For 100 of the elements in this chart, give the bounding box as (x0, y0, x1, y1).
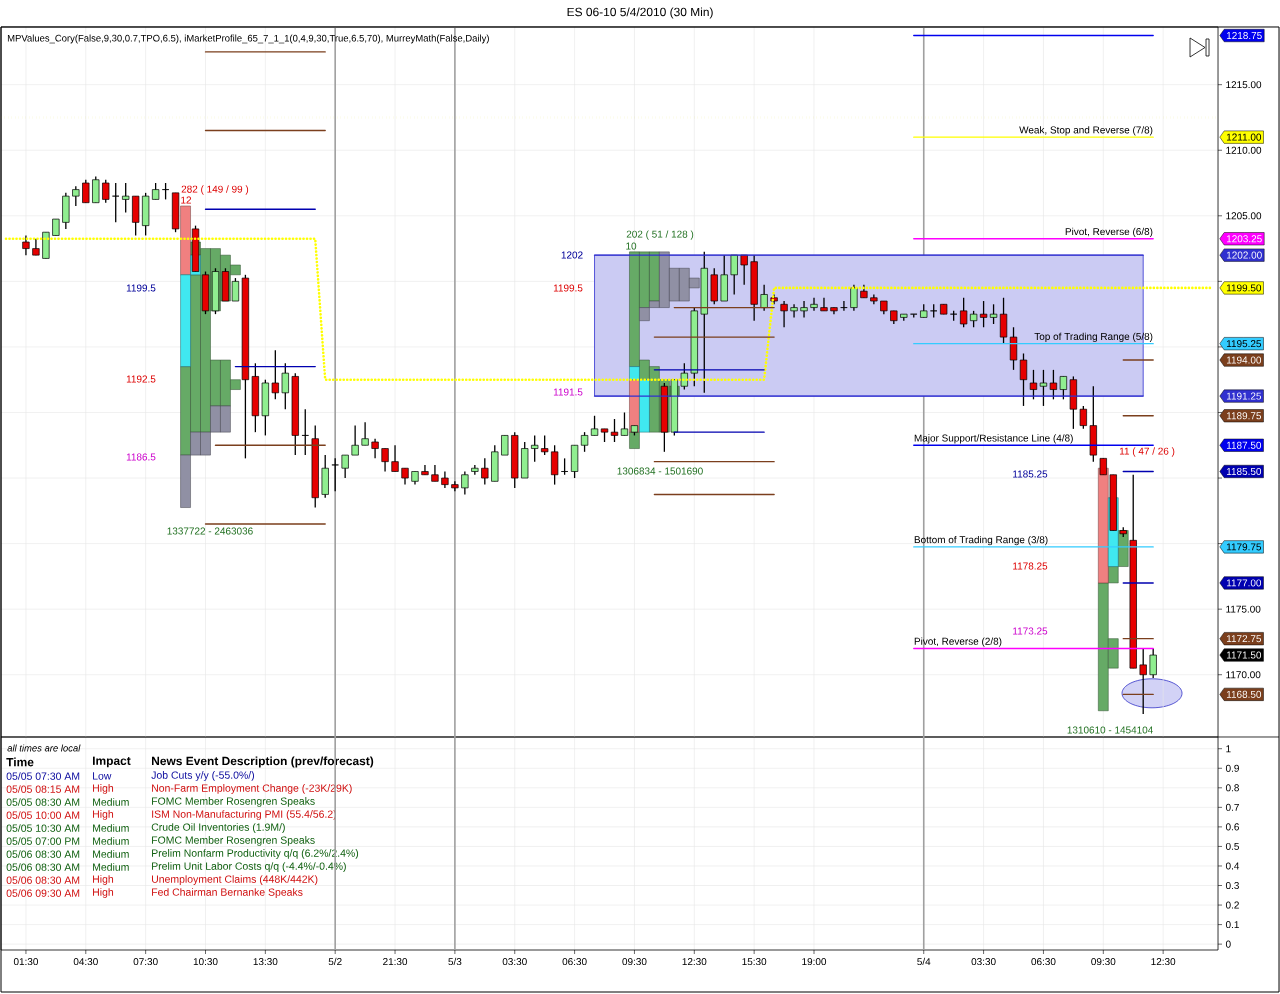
annotation: 10 (626, 242, 637, 250)
x-tick-label: 5/4 (917, 957, 931, 966)
x-tick-label: 5/3 (448, 957, 462, 966)
annotation: ISM Non-Manufacturing PMI (55.4/56.2) (152, 810, 336, 820)
candlestick (541, 434, 549, 456)
candlestick (361, 421, 369, 446)
annotation: Non-Farm Employment Change (-23K/29K) (152, 784, 352, 794)
annotation: 1178.25 (1013, 562, 1048, 570)
x-tick-label: 06:30 (1031, 958, 1056, 966)
x-tick-label: 12:30 (1151, 958, 1176, 966)
series-label: Weak, Stop and Reverse (7/8) (1019, 126, 1153, 136)
candlestick (331, 457, 339, 492)
candlestick (999, 297, 1008, 345)
y-tick-label: 1215.00 (1226, 81, 1262, 89)
x-tick-label: 09:30 (622, 958, 647, 966)
annotation: Medium (93, 863, 129, 871)
annotation: Fed Chairman Bernanke Speaks (152, 888, 303, 898)
annotation: 05/06 08:30 AM (6, 863, 80, 871)
y-tick-label: 1185.50 (1226, 467, 1262, 476)
annotation: all times are local (7, 744, 81, 752)
annotation: FOMC Member Rosengren Speaks (152, 797, 315, 807)
y-tick-label: 1191.25 (1226, 392, 1262, 400)
candlestick (1019, 352, 1028, 407)
annotation: 05/06 09:30 AM (6, 889, 80, 897)
candlestick (371, 438, 379, 460)
annotation: 11 ( 47 / 26 ) (1119, 447, 1175, 457)
y-tick-label: 1195.25 (1226, 340, 1262, 348)
annotation: Medium (93, 850, 129, 858)
candlestick (800, 300, 808, 319)
x-tick-label: 13:30 (253, 958, 278, 966)
annotation: 05/05 10:00 AM (6, 811, 80, 819)
candlestick (1029, 369, 1038, 401)
candlestick (850, 283, 858, 312)
annotation: FOMC Member Rosengren Speaks (152, 836, 315, 846)
candlestick (122, 182, 130, 214)
x-tick-label: 03:30 (971, 958, 996, 966)
y-tick-label: 1 (1226, 745, 1231, 753)
candlestick (740, 254, 748, 286)
y-tick-label: 1175.00 (1226, 605, 1261, 613)
bar (1098, 467, 1109, 584)
x-tick-label: 04:30 (73, 958, 98, 966)
annotation: 1173.25 (1013, 627, 1048, 635)
series-label: Top of Trading Range (5/8) (1034, 332, 1153, 342)
annotation: 12 (181, 196, 192, 204)
candlestick (112, 182, 120, 224)
series-label: Pivot, Reverse (6/8) (1065, 227, 1153, 238)
annotation: 05/05 07:00 PM (6, 837, 80, 845)
annotation: Medium (93, 824, 129, 832)
y-tick-label: 1202.00 (1226, 251, 1262, 259)
annotation: Medium (93, 837, 129, 845)
annotation: Unemployment Claims (448K/442K) (152, 875, 318, 885)
candlestick (1049, 369, 1058, 401)
candlestick (281, 362, 289, 410)
annotation: 05/05 07:30 AM (6, 772, 80, 780)
candlestick (22, 234, 30, 256)
x-tick-label: 21:30 (383, 958, 408, 966)
candlestick (531, 434, 539, 463)
series-label: Bottom of Trading Range (3/8) (914, 535, 1048, 546)
candlestick (620, 411, 629, 437)
y-tick-label: 1205.00 (1226, 212, 1262, 220)
candlestick (810, 297, 818, 312)
x-tick-label: 12:30 (682, 958, 707, 966)
candlestick (381, 447, 389, 473)
candlestick (1139, 647, 1147, 715)
y-tick-label: 1170.00 (1226, 671, 1261, 679)
annotation: High (93, 888, 114, 898)
annotation: Impact (93, 756, 131, 768)
y-tick-label: 0.2 (1225, 901, 1239, 909)
annotation: High (93, 875, 114, 885)
y-tick-label: 1179.75 (1226, 543, 1262, 551)
candlestick (790, 303, 798, 319)
y-tick-label: 0.6 (1225, 823, 1239, 831)
candlestick (92, 175, 100, 204)
annotation: 05/05 08:30 AM (6, 798, 80, 806)
candlestick (960, 297, 968, 328)
candlestick (979, 300, 988, 328)
y-tick-label: 0.3 (1225, 881, 1239, 890)
candlestick (1079, 405, 1087, 430)
candlestick (82, 179, 90, 204)
annotation: High (93, 784, 114, 794)
candlestick (501, 434, 509, 456)
candlestick (421, 464, 429, 476)
candlestick (760, 283, 768, 312)
x-tick-label: 03:30 (502, 958, 527, 966)
chart-title: ES 06-10 5/4/2010 (30 Min) (567, 7, 713, 19)
x-tick-label: 09:30 (1091, 958, 1116, 966)
annotation: 05/05 08:15 AM (6, 785, 80, 793)
y-tick-label: 0.5 (1225, 842, 1239, 850)
annotation: 1186.5 (126, 453, 156, 461)
y-tick-label: 0.8 (1225, 784, 1239, 792)
annotation: Medium (93, 798, 129, 806)
candlestick (1059, 375, 1068, 401)
annotation: 1306834 - 1501690 (617, 467, 703, 475)
series-label: Pivot, Reverse (2/8) (914, 637, 1002, 647)
x-tick-label: 15:30 (742, 958, 767, 966)
x-tick-label: 5/2 (328, 957, 342, 966)
candlestick (580, 431, 589, 453)
annotation: Prelim Unit Labor Costs q/q (-4.4%/-0.4%) (152, 862, 346, 872)
candlestick (481, 457, 489, 486)
x-tick-label: 06:30 (562, 958, 587, 966)
